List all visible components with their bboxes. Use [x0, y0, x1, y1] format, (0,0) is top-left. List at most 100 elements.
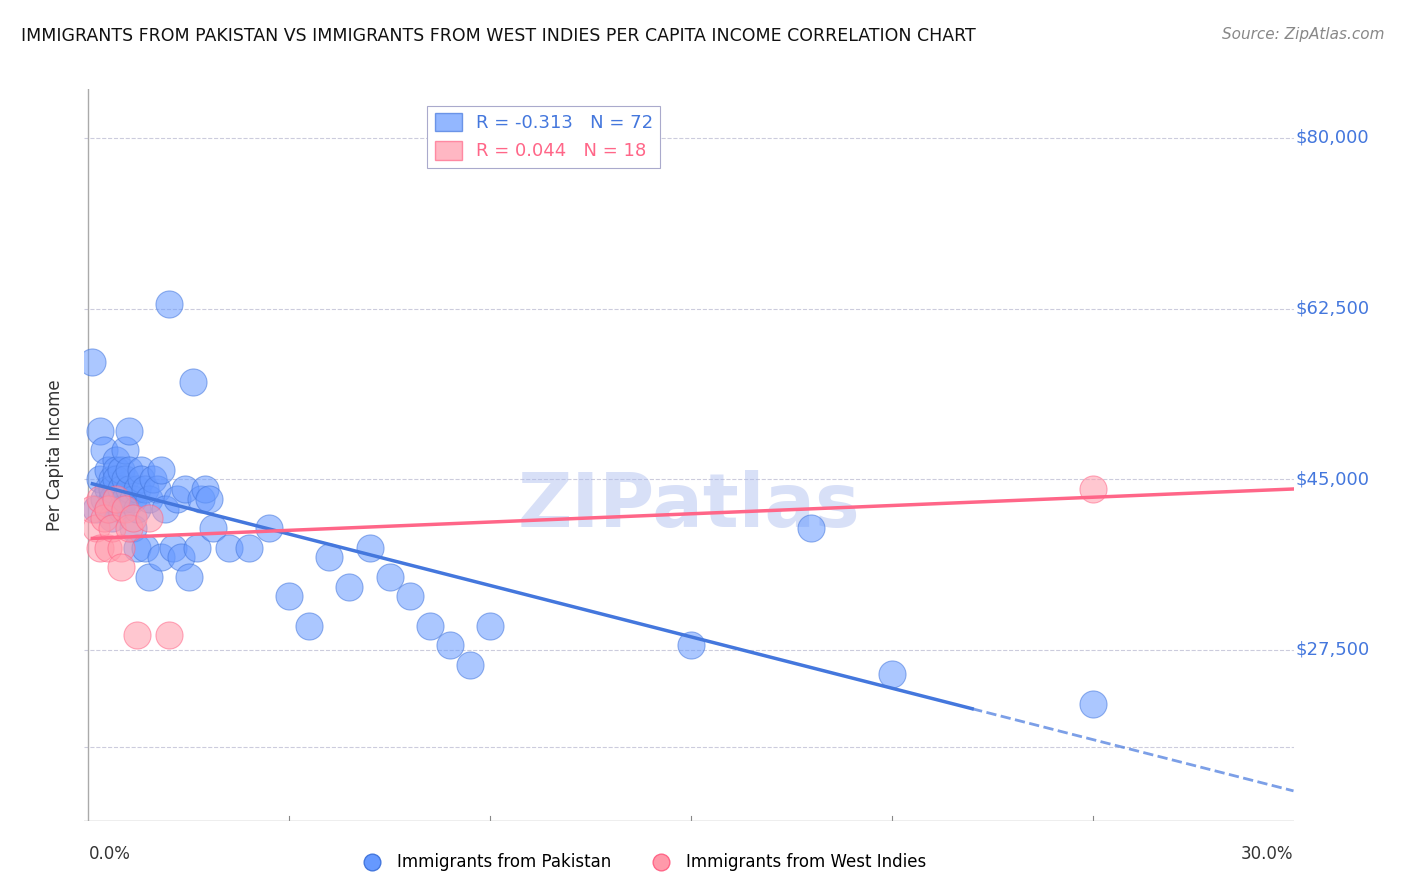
Point: [93, 511, 115, 525]
Point: [149, 550, 172, 565]
Point: [93, 491, 115, 506]
Point: [439, 638, 461, 652]
Point: [201, 521, 224, 535]
Point: [97, 462, 120, 476]
Y-axis label: Per Capita Income: Per Capita Income: [45, 379, 63, 531]
Point: [198, 491, 221, 506]
Point: [86, 501, 108, 516]
Text: $45,000: $45,000: [1296, 470, 1369, 488]
Point: [89, 491, 111, 506]
Point: [117, 521, 139, 535]
Point: [138, 511, 160, 525]
Point: [419, 618, 441, 632]
Point: [117, 462, 139, 476]
Point: [318, 550, 340, 565]
Text: $62,500: $62,500: [1296, 300, 1369, 318]
Point: [125, 541, 148, 555]
Point: [1081, 697, 1104, 711]
Point: [121, 491, 143, 506]
Point: [129, 462, 152, 476]
Point: [93, 443, 115, 458]
Point: [157, 628, 180, 642]
Point: [218, 541, 240, 555]
Point: [153, 501, 176, 516]
Point: [129, 472, 152, 486]
Point: [121, 521, 143, 535]
Point: [238, 541, 260, 555]
Point: [1081, 482, 1104, 496]
Point: [114, 472, 136, 486]
Point: [110, 482, 132, 496]
Point: [89, 541, 111, 555]
Point: [166, 491, 188, 506]
Point: [339, 580, 361, 594]
Point: [97, 501, 120, 516]
Point: [121, 511, 143, 525]
Point: [359, 541, 381, 555]
Point: [177, 570, 200, 584]
Point: [142, 472, 165, 486]
Text: $27,500: $27,500: [1296, 641, 1371, 659]
Point: [89, 472, 111, 486]
Point: [138, 491, 160, 506]
Point: [114, 501, 136, 516]
Point: [479, 618, 502, 632]
Text: 30.0%: 30.0%: [1241, 845, 1294, 863]
Point: [800, 521, 823, 535]
Point: [110, 501, 132, 516]
Point: [97, 541, 120, 555]
Point: [170, 550, 193, 565]
Point: [125, 501, 148, 516]
Point: [125, 482, 148, 496]
Legend: Immigrants from Pakistan, Immigrants from West Indies: Immigrants from Pakistan, Immigrants fro…: [349, 847, 932, 878]
Point: [114, 491, 136, 506]
Point: [117, 424, 139, 438]
Point: [101, 472, 124, 486]
Point: [298, 618, 321, 632]
Point: [82, 355, 104, 369]
Point: [458, 657, 481, 672]
Text: $80,000: $80,000: [1296, 129, 1369, 147]
Point: [125, 628, 148, 642]
Point: [134, 482, 156, 496]
Point: [173, 482, 195, 496]
Point: [105, 472, 128, 486]
Point: [101, 511, 124, 525]
Point: [105, 462, 128, 476]
Point: [190, 491, 212, 506]
Point: [145, 482, 167, 496]
Point: [89, 424, 111, 438]
Point: [398, 590, 420, 604]
Point: [134, 541, 156, 555]
Point: [105, 491, 128, 506]
Point: [679, 638, 702, 652]
Point: [110, 560, 132, 574]
Point: [257, 521, 280, 535]
Point: [105, 452, 128, 467]
Point: [114, 443, 136, 458]
Text: ZIPatlas: ZIPatlas: [517, 469, 860, 542]
Point: [149, 462, 172, 476]
Point: [101, 491, 124, 506]
Point: [181, 375, 204, 389]
Point: [186, 541, 208, 555]
Point: [97, 501, 120, 516]
Point: [278, 590, 301, 604]
Text: Source: ZipAtlas.com: Source: ZipAtlas.com: [1222, 27, 1385, 42]
Point: [194, 482, 217, 496]
Text: IMMIGRANTS FROM PAKISTAN VS IMMIGRANTS FROM WEST INDIES PER CAPITA INCOME CORREL: IMMIGRANTS FROM PAKISTAN VS IMMIGRANTS F…: [21, 27, 976, 45]
Point: [82, 501, 104, 516]
Point: [162, 541, 184, 555]
Point: [110, 541, 132, 555]
Point: [157, 297, 180, 311]
Point: [97, 482, 120, 496]
Point: [101, 521, 124, 535]
Point: [880, 667, 903, 681]
Point: [101, 482, 124, 496]
Point: [138, 570, 160, 584]
Text: 0.0%: 0.0%: [89, 845, 131, 863]
Point: [105, 491, 128, 506]
Point: [86, 521, 108, 535]
Point: [117, 482, 139, 496]
Point: [378, 570, 401, 584]
